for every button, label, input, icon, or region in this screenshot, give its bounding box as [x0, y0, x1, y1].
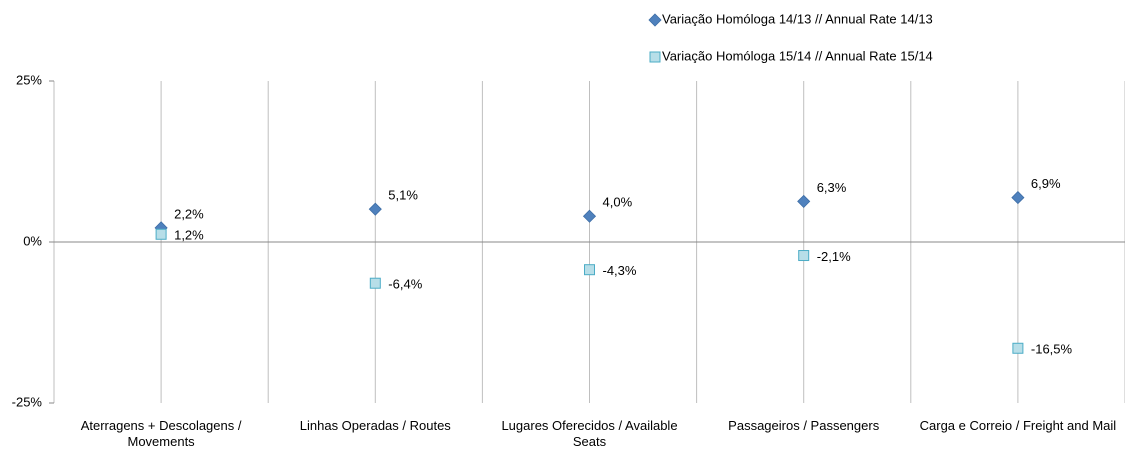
y-tick-label: 25% — [16, 72, 42, 87]
data-label: -16,5% — [1031, 342, 1073, 357]
x-tick-label: Carga e Correio / Freight and Mail — [919, 418, 1117, 433]
y-tick-label: 0% — [23, 233, 42, 248]
point — [368, 202, 382, 216]
data-label: 2,2% — [174, 206, 204, 221]
point — [155, 228, 167, 240]
data-label: 6,3% — [817, 180, 847, 195]
point — [582, 209, 597, 223]
x-tick-label: Aterragens + Descolagens / Movements — [80, 418, 242, 449]
legend-label: Variação Homóloga 14/13 // Annual Rate 1… — [662, 11, 933, 26]
point — [584, 264, 595, 276]
data-label: 1,2% — [174, 228, 204, 243]
point — [1011, 190, 1025, 205]
legend-label: Variação Homóloga 15/14 // Annual Rate 1… — [662, 48, 933, 63]
point — [1012, 342, 1024, 354]
point — [369, 277, 381, 289]
data-label: -6,4% — [388, 277, 422, 292]
data-label: 5,1% — [388, 188, 418, 203]
point — [797, 194, 811, 208]
x-tick-label: Lugares Oferecidos / Available Seats — [501, 418, 678, 449]
data-label: -2,1% — [817, 249, 851, 264]
data-label: 4,0% — [603, 195, 633, 210]
y-tick-label: -25% — [12, 394, 43, 409]
point — [798, 250, 810, 262]
x-tick-label: Passageiros / Passengers — [728, 418, 880, 433]
legend-marker — [648, 13, 662, 27]
data-label: -4,3% — [603, 263, 637, 278]
legend-marker — [649, 51, 661, 63]
x-tick-label: Linhas Operadas / Routes — [299, 418, 451, 433]
data-label: 6,9% — [1031, 176, 1061, 191]
